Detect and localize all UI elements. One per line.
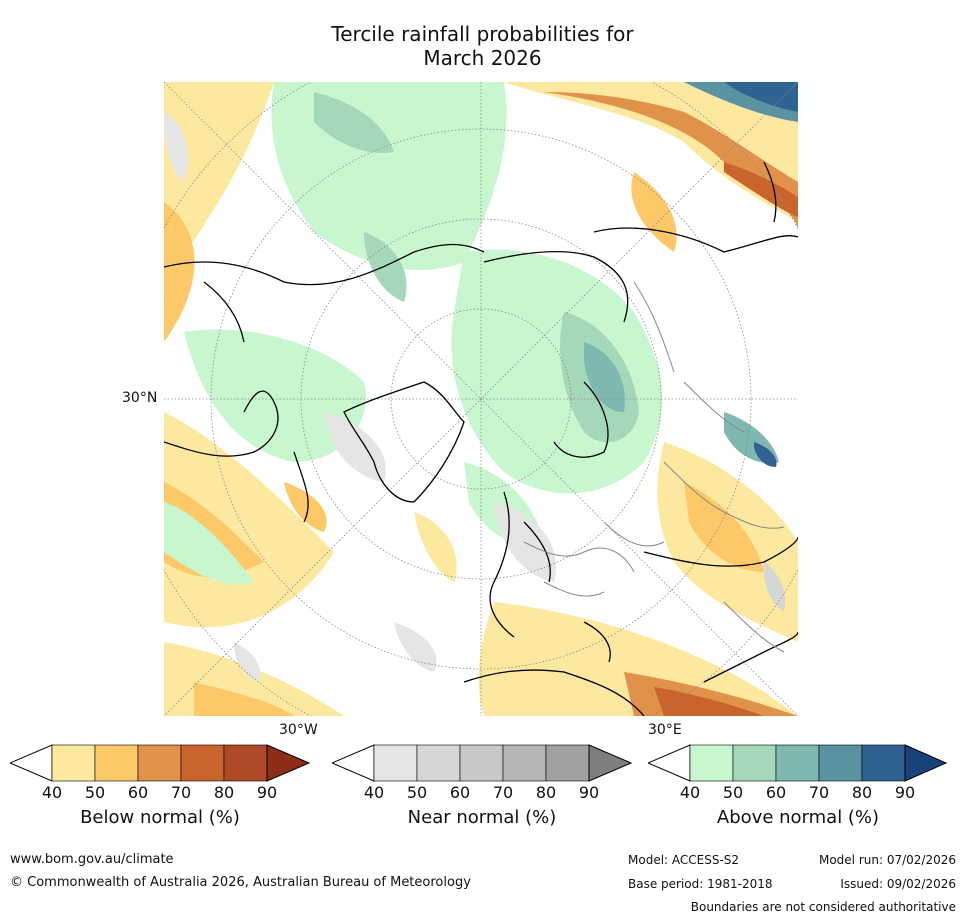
- colorbar-segment: [416, 744, 461, 782]
- website-link[interactable]: www.bom.gov.au/climate: [10, 852, 174, 867]
- near-normal-ticks: 40 50 60 70 80 90: [332, 783, 632, 803]
- colorbar-segment: [223, 744, 268, 782]
- model-run-text: Model run: 07/02/2026: [818, 853, 956, 867]
- tick-label: 70: [492, 783, 514, 802]
- tick-label: 40: [363, 783, 385, 802]
- tick-label: 70: [808, 783, 830, 802]
- colorbar-segment: [8, 744, 53, 782]
- tick-label: 80: [213, 783, 235, 802]
- colorbar-segment: [459, 744, 504, 782]
- colorbar-segment: [904, 744, 948, 782]
- tick-label: 90: [894, 783, 916, 802]
- map-canvas: [164, 82, 798, 716]
- tick-label: 90: [256, 783, 278, 802]
- colorbar-segment: [588, 744, 633, 782]
- above-normal-colorbar: [646, 744, 948, 782]
- near-normal-title: Near normal (%): [407, 807, 557, 828]
- coastlines: [164, 161, 798, 716]
- above-normal-title: Above normal (%): [716, 807, 880, 828]
- longitude-label-right: 30°E: [648, 722, 682, 738]
- copyright-text: © Commonwealth of Australia 2026, Austra…: [10, 875, 471, 890]
- tick-label: 60: [127, 783, 149, 802]
- below-normal-title: Below normal (%): [80, 807, 240, 828]
- near-normal-colorbar-graphic: [330, 744, 633, 782]
- tick-label: 50: [722, 783, 744, 802]
- tick-label: 70: [170, 783, 192, 802]
- tick-label: 60: [765, 783, 787, 802]
- below-normal-colorbar: [8, 744, 311, 782]
- tick-label: 40: [679, 783, 701, 802]
- tick-label: 40: [41, 783, 63, 802]
- above-normal-colorbar-graphic: [646, 744, 948, 782]
- colorbar-segment: [689, 744, 734, 782]
- colorbar-segment: [330, 744, 375, 782]
- near-normal-colorbar: [330, 744, 633, 782]
- graticule: [164, 82, 798, 716]
- tick-label: 60: [449, 783, 471, 802]
- colorbar-segment: [818, 744, 863, 782]
- colorbar-segment: [861, 744, 906, 782]
- country-boundaries: [523, 281, 785, 653]
- tick-label: 90: [578, 783, 600, 802]
- map-title: Tercile rainfall probabilities for March…: [0, 22, 965, 70]
- tick-label: 50: [84, 783, 106, 802]
- model-text: Model: ACCESS-S2: [628, 853, 740, 867]
- colorbar-segment: [775, 744, 820, 782]
- colorbar-segment: [180, 744, 225, 782]
- colorbar-segment: [137, 744, 182, 782]
- disclaimer-text: Boundaries are not considered authoritat…: [690, 900, 956, 914]
- latitude-label: 30°N: [122, 390, 158, 406]
- tick-label: 50: [406, 783, 428, 802]
- colorbar-segment: [502, 744, 547, 782]
- tick-label: 80: [535, 783, 557, 802]
- above-normal-regions: [164, 82, 798, 585]
- tick-label: 80: [851, 783, 873, 802]
- colorbar-segment: [266, 744, 311, 782]
- below-normal-colorbar-graphic: [8, 744, 311, 782]
- base-period-text: Base period: 1981-2018: [628, 877, 773, 891]
- colorbar-segment: [51, 744, 96, 782]
- above-normal-ticks: 40 50 60 70 80 90: [648, 783, 948, 803]
- colorbar-segment: [545, 744, 590, 782]
- colorbar-segment: [732, 744, 777, 782]
- colorbar-segment: [646, 744, 691, 782]
- title-line-1: Tercile rainfall probabilities for: [331, 22, 634, 46]
- issued-text: Issued: 09/02/2026: [840, 877, 956, 891]
- forecast-map: [164, 82, 798, 716]
- below-normal-ticks: 40 50 60 70 80 90: [10, 783, 310, 803]
- colorbar-segment: [373, 744, 418, 782]
- longitude-label-left: 30°W: [279, 722, 318, 738]
- title-line-2: March 2026: [423, 46, 542, 70]
- colorbar-segment: [94, 744, 139, 782]
